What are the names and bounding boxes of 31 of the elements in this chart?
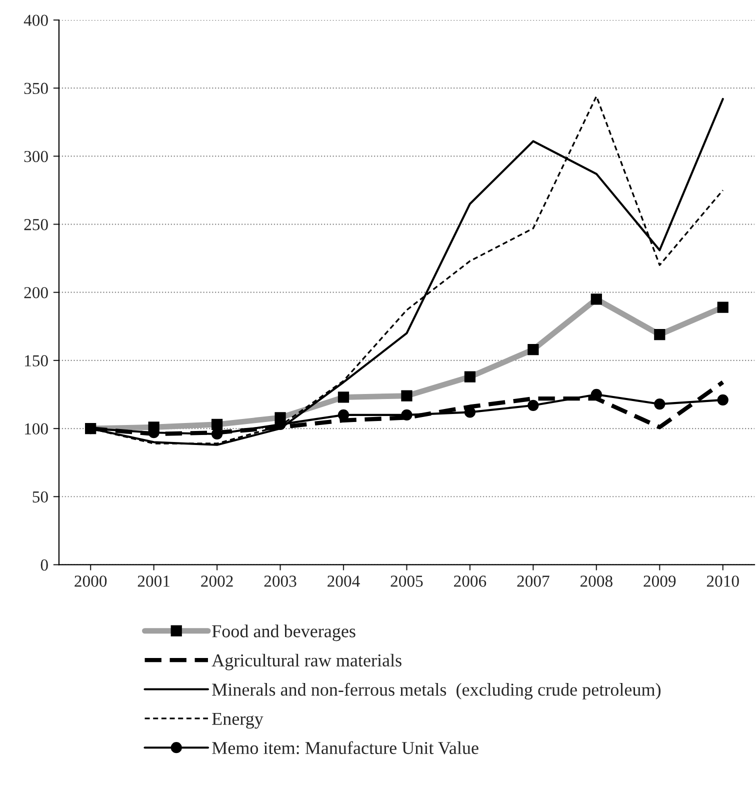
x-tick-label: 2006 <box>454 576 486 587</box>
y-tick-label: 400 <box>24 14 48 26</box>
legend-label: Minerals and non-ferrous metals (excluding crude petroleum) <box>212 682 661 700</box>
point <box>528 400 539 411</box>
legend-label: Food and beverages <box>212 624 356 642</box>
x-tick-label: 2003 <box>264 576 296 587</box>
legend-label: Energy <box>212 712 264 729</box>
point <box>401 409 412 420</box>
y-tick-label: 100 <box>25 423 48 434</box>
y-tick-label: 300 <box>24 150 48 162</box>
y-tick-label: 150 <box>25 355 48 366</box>
x-tick-label: 2002 <box>201 576 233 587</box>
y-tick-label: 200 <box>24 287 48 298</box>
x-tick-label: 2009 <box>644 576 676 587</box>
x-tick-label: 2005 <box>390 576 423 587</box>
x-tick-label: 2000 <box>74 576 107 587</box>
point <box>717 394 728 406</box>
y-tick-label: 350 <box>24 82 48 94</box>
legend-label: Memo item: Manufacture Unit Value <box>212 741 478 754</box>
x-tick-label: 2007 <box>517 576 550 587</box>
point <box>654 398 666 410</box>
point <box>338 409 350 420</box>
y-tick-label: 0 <box>40 559 48 571</box>
point <box>464 406 476 418</box>
x-tick-label: 2010 <box>706 576 739 587</box>
x-tick-label: 2008 <box>580 576 612 587</box>
y-tick-label: 250 <box>24 218 48 230</box>
x-tick-label: 2004 <box>328 576 360 587</box>
y-tick-label: 50 <box>32 491 48 503</box>
legend-label: Agricultural raw materials <box>212 654 402 670</box>
x-tick-label: 2001 <box>138 576 170 587</box>
